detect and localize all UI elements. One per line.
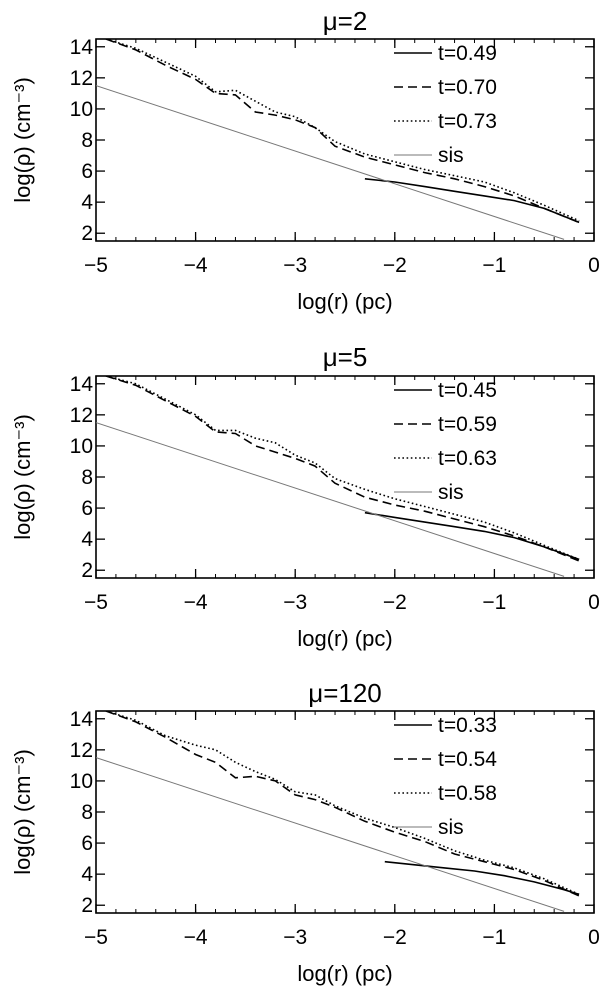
x-axis-label: log(r) (pc) <box>297 626 392 651</box>
x-tick-label: −4 <box>184 591 208 614</box>
y-tick-label: 2 <box>81 559 93 582</box>
x-tick-label: −5 <box>84 254 108 277</box>
y-tick-label: 10 <box>70 435 93 458</box>
x-tick-label: −3 <box>283 926 307 949</box>
y-tick-label: 4 <box>81 528 93 551</box>
x-tick-label: −2 <box>383 926 407 949</box>
y-tick-label: 12 <box>70 67 93 90</box>
y-tick-label: 8 <box>81 129 93 152</box>
series-line-t-0-63 <box>105 376 580 561</box>
y-tick-label: 10 <box>70 98 93 121</box>
x-tick-label: −2 <box>383 254 407 277</box>
series-line-t-0-70 <box>105 39 580 224</box>
x-tick-label: −1 <box>482 254 506 277</box>
x-tick-label: −4 <box>184 254 208 277</box>
series-line-t-0-59 <box>105 376 580 562</box>
x-tick-label: −5 <box>84 926 108 949</box>
chart-title: μ=2 <box>323 6 368 36</box>
series-line-t-0-33 <box>384 860 580 896</box>
y-tick-label: 8 <box>81 466 93 489</box>
series-line-t-0-49 <box>364 178 580 224</box>
legend-label: t=0.58 <box>438 782 497 805</box>
series-line-sis <box>96 422 565 577</box>
x-tick-label: −5 <box>84 591 108 614</box>
y-tick-label: 8 <box>81 801 93 824</box>
legend-label: sis <box>438 816 464 839</box>
x-tick-label: −1 <box>482 926 506 949</box>
plot-frame <box>95 375 595 579</box>
series-line-t-0-54 <box>105 711 580 897</box>
x-tick-label: 0 <box>588 254 600 277</box>
x-axis-label: log(r) (pc) <box>297 961 392 986</box>
y-tick-label: 2 <box>81 222 93 245</box>
y-tick-label: 6 <box>81 832 93 855</box>
y-tick-label: 6 <box>81 160 93 183</box>
x-tick-label: 0 <box>588 591 600 614</box>
legend-label: t=0.49 <box>438 42 497 65</box>
legend-label: sis <box>438 144 464 167</box>
y-tick-label: 2 <box>81 894 93 917</box>
y-axis-label: log(ρ) (cm⁻³) <box>10 77 35 203</box>
series-line-t-0-45 <box>364 511 580 561</box>
x-tick-label: −3 <box>283 254 307 277</box>
x-tick-label: −1 <box>482 591 506 614</box>
y-tick-label: 4 <box>81 191 93 214</box>
series-line-t-0-73 <box>105 39 580 222</box>
x-tick-label: 0 <box>588 926 600 949</box>
y-tick-label: 12 <box>70 404 93 427</box>
series-line-t-0-58 <box>105 711 580 896</box>
y-axis-label: log(ρ) (cm⁻³) <box>10 749 35 875</box>
legend-label: t=0.73 <box>438 110 497 133</box>
legend-label: t=0.63 <box>438 447 497 470</box>
y-tick-label: 14 <box>70 708 94 731</box>
chart-panel-2: μ=5 −5 −4 −3 −2 −1 0 2 4 6 8 10 12 14 log(r) (pc) log(ρ… <box>10 342 600 651</box>
plot-frame <box>95 38 595 242</box>
legend-label: t=0.54 <box>438 748 497 771</box>
x-tick-label: −2 <box>383 591 407 614</box>
legend-label: t=0.59 <box>438 413 497 436</box>
legend-label: t=0.33 <box>438 714 497 737</box>
chart-panel-3: μ=120 −5 −4 −3 −2 −1 0 2 4 6 8 10 12 14 log(r) (pc) log… <box>10 678 600 986</box>
chart-title: μ=5 <box>323 342 368 372</box>
plot-frame <box>95 710 595 914</box>
y-tick-label: 14 <box>70 36 94 59</box>
x-tick-label: −3 <box>283 591 307 614</box>
y-tick-label: 12 <box>70 739 93 762</box>
legend-label: sis <box>438 481 464 504</box>
y-tick-label: 10 <box>70 770 93 793</box>
x-tick-label: −4 <box>184 926 208 949</box>
y-tick-label: 14 <box>70 373 94 396</box>
y-axis-label: log(ρ) (cm⁻³) <box>10 414 35 540</box>
y-tick-label: 6 <box>81 497 93 520</box>
legend-label: t=0.45 <box>438 379 497 402</box>
x-axis-label: log(r) (pc) <box>297 289 392 314</box>
series-line-sis <box>96 85 565 240</box>
chart-title: μ=120 <box>308 678 382 708</box>
chart-panel-1: μ=2 −5 −4 −3 −2 −1 0 2 4 6 8 10 12 14 log(r) (pc) log(ρ… <box>10 6 600 314</box>
legend-label: t=0.70 <box>438 76 497 99</box>
series-line-sis <box>96 757 565 912</box>
y-tick-label: 4 <box>81 863 93 886</box>
